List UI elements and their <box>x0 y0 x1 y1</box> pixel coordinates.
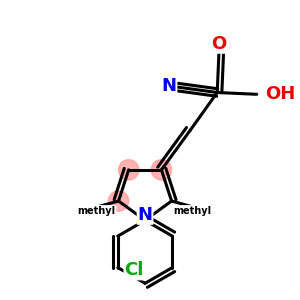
Text: Cl: Cl <box>124 262 144 280</box>
Circle shape <box>151 160 172 180</box>
Circle shape <box>108 191 129 211</box>
Text: O: O <box>212 35 226 53</box>
Text: N: N <box>138 206 153 224</box>
Text: N: N <box>161 77 176 95</box>
Text: OH: OH <box>266 85 296 103</box>
Text: methyl: methyl <box>78 206 116 216</box>
Circle shape <box>118 160 139 180</box>
Text: methyl: methyl <box>174 206 212 216</box>
